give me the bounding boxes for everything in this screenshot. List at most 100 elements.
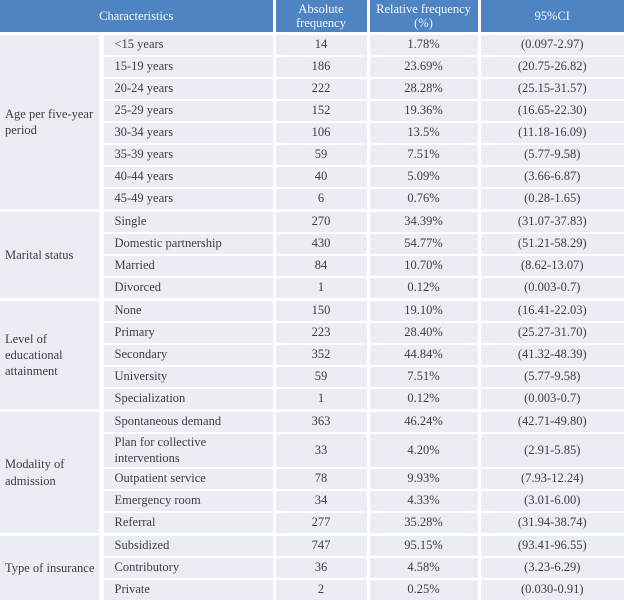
cell-95ci: (20.75-26.82): [479, 56, 624, 78]
cell-95ci: (31.94-38.74): [479, 512, 624, 535]
cell-absolute-frequency: 222: [274, 78, 368, 100]
cell-absolute-frequency: 33: [274, 433, 368, 468]
cell-relative-frequency: 23.69%: [368, 56, 479, 78]
cell-relative-frequency: 5.09%: [368, 166, 479, 188]
cell-absolute-frequency: 6: [274, 188, 368, 211]
cell-relative-frequency: 7.51%: [368, 366, 479, 388]
cell-95ci: (41.32-48.39): [479, 344, 624, 366]
cell-absolute-frequency: 59: [274, 366, 368, 388]
cell-95ci: (51.21-58.29): [479, 233, 624, 255]
cell-absolute-frequency: 59: [274, 144, 368, 166]
cell-absolute-frequency: 78: [274, 468, 368, 490]
cell-absolute-frequency: 363: [274, 411, 368, 434]
cell-category: University: [101, 366, 274, 388]
group-label: Age per five-year period: [0, 34, 101, 211]
cell-absolute-frequency: 40: [274, 166, 368, 188]
table-header: Characteristics Absolute frequency Relat…: [0, 0, 624, 34]
cell-relative-frequency: 13.5%: [368, 122, 479, 144]
header-absolute-frequency: Absolute frequency: [274, 0, 368, 34]
cell-relative-frequency: 1.78%: [368, 34, 479, 57]
cell-95ci: (25.27-31.70): [479, 322, 624, 344]
cell-95ci: (3.66-6.87): [479, 166, 624, 188]
cell-absolute-frequency: 106: [274, 122, 368, 144]
cell-relative-frequency: 9.93%: [368, 468, 479, 490]
cell-95ci: (11.18-16.09): [479, 122, 624, 144]
cell-relative-frequency: 4.20%: [368, 433, 479, 468]
cell-absolute-frequency: 223: [274, 322, 368, 344]
cell-absolute-frequency: 430: [274, 233, 368, 255]
cell-category: 40-44 years: [101, 166, 274, 188]
cell-relative-frequency: 95.15%: [368, 535, 479, 558]
cell-absolute-frequency: 2: [274, 579, 368, 600]
cell-95ci: (31.07-37.83): [479, 211, 624, 234]
cell-category: Married: [101, 255, 274, 277]
cell-relative-frequency: 34.39%: [368, 211, 479, 234]
cell-95ci: (8.62-13.07): [479, 255, 624, 277]
cell-relative-frequency: 0.12%: [368, 277, 479, 300]
cell-absolute-frequency: 1: [274, 388, 368, 411]
cell-relative-frequency: 19.36%: [368, 100, 479, 122]
cell-category: Divorced: [101, 277, 274, 300]
cell-95ci: (25.15-31.57): [479, 78, 624, 100]
cell-absolute-frequency: 34: [274, 490, 368, 512]
cell-relative-frequency: 7.51%: [368, 144, 479, 166]
header-row: Characteristics Absolute frequency Relat…: [0, 0, 624, 34]
header-characteristics: Characteristics: [0, 0, 274, 34]
cell-category: Subsidized: [101, 535, 274, 558]
cell-relative-frequency: 0.76%: [368, 188, 479, 211]
cell-95ci: (0.28-1.65): [479, 188, 624, 211]
group-label: Marital status: [0, 211, 101, 300]
cell-relative-frequency: 10.70%: [368, 255, 479, 277]
cell-category: Specialization: [101, 388, 274, 411]
cell-relative-frequency: 28.28%: [368, 78, 479, 100]
cell-relative-frequency: 28.40%: [368, 322, 479, 344]
header-relative-frequency: Relative frequency (%): [368, 0, 479, 34]
cell-absolute-frequency: 14: [274, 34, 368, 57]
cell-category: None: [101, 300, 274, 323]
cell-category: 25-29 years: [101, 100, 274, 122]
cell-95ci: (3.01-6.00): [479, 490, 624, 512]
cell-category: 30-34 years: [101, 122, 274, 144]
cell-category: Private: [101, 579, 274, 600]
cell-category: Emergency room: [101, 490, 274, 512]
cell-absolute-frequency: 1: [274, 277, 368, 300]
cell-category: Plan for collective interventions: [101, 433, 274, 468]
cell-absolute-frequency: 152: [274, 100, 368, 122]
cell-95ci: (42.71-49.80): [479, 411, 624, 434]
cell-absolute-frequency: 150: [274, 300, 368, 323]
cell-category: Outpatient service: [101, 468, 274, 490]
cell-absolute-frequency: 84: [274, 255, 368, 277]
cell-95ci: (0.003-0.7): [479, 388, 624, 411]
cell-95ci: (0.097-2.97): [479, 34, 624, 57]
cell-category: 35-39 years: [101, 144, 274, 166]
cell-category: Spontaneous demand: [101, 411, 274, 434]
cell-relative-frequency: 0.25%: [368, 579, 479, 600]
cell-category: Single: [101, 211, 274, 234]
cell-relative-frequency: 46.24%: [368, 411, 479, 434]
cell-95ci: (5.77-9.58): [479, 366, 624, 388]
cell-95ci: (16.41-22.03): [479, 300, 624, 323]
cell-relative-frequency: 4.33%: [368, 490, 479, 512]
cell-absolute-frequency: 352: [274, 344, 368, 366]
cell-95ci: (2.91-5.85): [479, 433, 624, 468]
cell-absolute-frequency: 186: [274, 56, 368, 78]
cell-relative-frequency: 0.12%: [368, 388, 479, 411]
cell-category: Secondary: [101, 344, 274, 366]
cell-absolute-frequency: 270: [274, 211, 368, 234]
cell-category: Primary: [101, 322, 274, 344]
group-label: Type of insurance: [0, 535, 101, 600]
cell-relative-frequency: 19.10%: [368, 300, 479, 323]
cell-category: Domestic partnership: [101, 233, 274, 255]
cell-relative-frequency: 35.28%: [368, 512, 479, 535]
cell-category: <15 years: [101, 34, 274, 57]
cell-95ci: (93.41-96.55): [479, 535, 624, 558]
cell-relative-frequency: 54.77%: [368, 233, 479, 255]
cell-95ci: (16.65-22.30): [479, 100, 624, 122]
cell-95ci: (0.030-0.91): [479, 579, 624, 600]
